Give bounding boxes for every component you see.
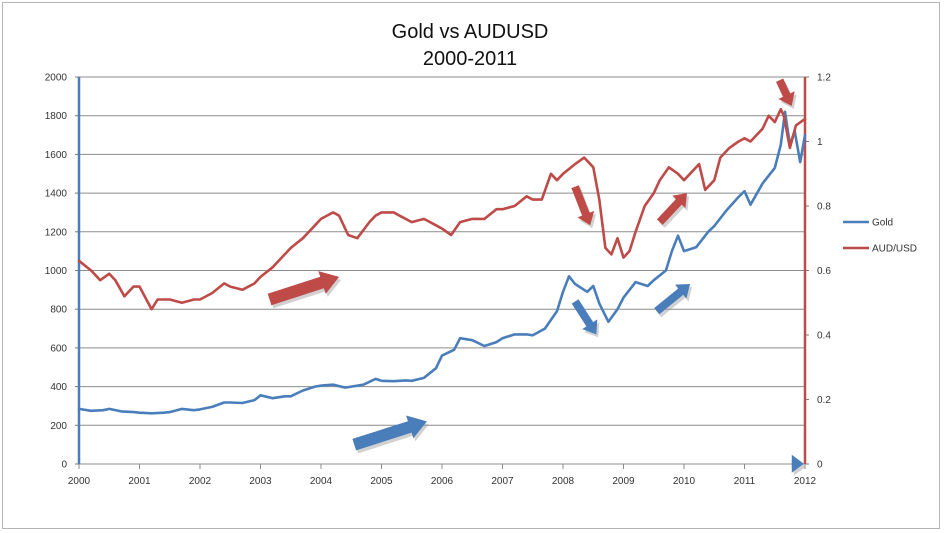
x-tick-2003: 2003 (249, 476, 272, 487)
red-arrow-2011-top (776, 78, 797, 109)
series-line-gold (77, 110, 807, 415)
y-left-tick-1200: 1200 (45, 227, 68, 238)
y-left-tick-1800: 1800 (45, 111, 68, 122)
y-left-tick-1000: 1000 (45, 266, 68, 277)
blue-arrow-2011-top (791, 454, 806, 476)
y-right-tick-0.2: 0.2 (817, 395, 831, 406)
x-tick-2005: 2005 (370, 476, 393, 487)
axes: 020040060080010001200140016001800200000.… (45, 73, 832, 488)
y-right-tick-0.6: 0.6 (817, 266, 831, 277)
series-lines (77, 107, 807, 415)
x-tick-2009: 2009 (612, 476, 635, 487)
chart-title-line-1: Gold vs AUDUSD (392, 21, 549, 43)
y-left-tick-600: 600 (50, 343, 67, 354)
x-tick-2010: 2010 (673, 476, 696, 487)
y-right-tick-0: 0 (817, 460, 823, 471)
blue-arrow-2008-down (571, 299, 600, 338)
blue-arrow-2011-top-body (791, 454, 804, 473)
red-arrow-2004 (267, 271, 342, 309)
x-tick-2000: 2000 (68, 476, 91, 487)
y-left-tick-1600: 1600 (45, 150, 68, 161)
legend: Gold AUD/USD (843, 218, 917, 255)
blue-arrow-2005-body (352, 415, 427, 451)
blue-arrow-2005 (352, 415, 429, 454)
x-tick-2001: 2001 (128, 476, 151, 487)
x-tick-2008: 2008 (552, 476, 575, 487)
x-tick-2011: 2011 (734, 476, 756, 487)
legend-label-1: AUD/USD (872, 244, 917, 255)
red-arrow-2004-body (267, 271, 340, 306)
y-left-tick-400: 400 (50, 382, 67, 393)
blue-arrow-2010-up-body (654, 284, 690, 315)
red-arrow-2008-down-body (571, 185, 595, 226)
y-left-tick-1400: 1400 (45, 189, 68, 200)
red-arrow-2010-up (656, 193, 689, 228)
series-line-aud-usd (77, 107, 807, 311)
y-right-tick-0.4: 0.4 (817, 331, 831, 342)
blue-arrow-2008-down-body (571, 299, 598, 335)
x-tick-2002: 2002 (189, 476, 212, 487)
red-arrow-2010-up-body (656, 193, 687, 225)
y-left-tick-200: 200 (50, 421, 67, 432)
x-tick-2012: 2012 (794, 476, 817, 487)
legend-label-0: Gold (872, 218, 893, 229)
y-right-tick-1.2: 1.2 (817, 73, 831, 84)
chart-title: Gold vs AUDUSD 2000-2011 (392, 21, 549, 70)
chart-title-line-2: 2000-2011 (423, 48, 517, 70)
y-left-tick-800: 800 (50, 305, 67, 316)
red-arrow-2008-down (571, 185, 597, 229)
y-right-tick-1: 1 (817, 137, 823, 148)
gridlines (79, 76, 805, 426)
annotation-arrows (267, 78, 806, 476)
x-tick-2007: 2007 (491, 476, 514, 487)
y-right-tick-0.8: 0.8 (817, 202, 831, 213)
y-left-tick-0: 0 (61, 460, 67, 471)
x-tick-2004: 2004 (310, 476, 333, 487)
x-tick-2006: 2006 (431, 476, 454, 487)
y-left-tick-2000: 2000 (45, 73, 68, 84)
blue-arrow-2010-up (654, 284, 692, 318)
red-arrow-2011-top-body (776, 78, 795, 106)
